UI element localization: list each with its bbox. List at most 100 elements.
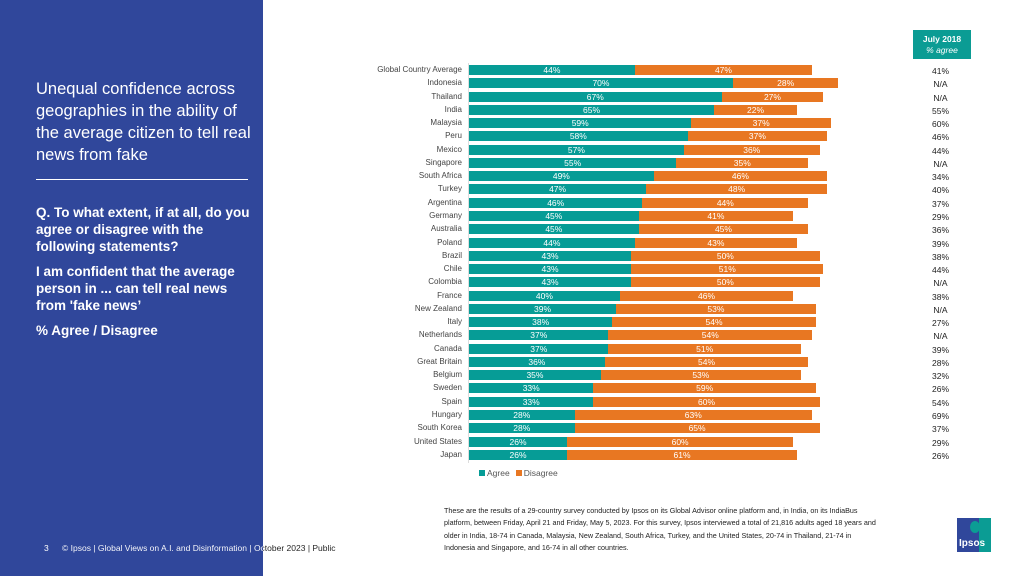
disagree-bar <box>653 171 828 182</box>
july-2018-value: 54% <box>931 397 949 408</box>
disagree-value-label: 41% <box>707 210 725 221</box>
agree-bar <box>469 370 601 381</box>
agree-bar <box>469 356 605 367</box>
agree-value-label: 49% <box>552 171 570 182</box>
agree-value-label: 28% <box>513 423 531 434</box>
category-label: Turkey <box>437 184 462 194</box>
measure-text: % Agree / Disagree <box>36 323 158 338</box>
disagree-bar <box>638 224 809 235</box>
disagree-value-label: 53% <box>692 370 710 381</box>
agree-value-label: 65% <box>583 104 601 115</box>
agree-value-label: 35% <box>526 370 544 381</box>
category-label: Germany <box>429 210 462 220</box>
july-2018-value: 27% <box>931 318 949 329</box>
agree-value-label: 37% <box>530 343 548 354</box>
disagree-value-label: 22% <box>747 104 765 115</box>
disagree-bar <box>714 104 797 115</box>
category-label: Chile <box>443 264 462 274</box>
agree-bar <box>469 343 609 354</box>
disagree-value-label: 47% <box>714 65 732 75</box>
disagree-bar <box>631 264 824 275</box>
agree-value-label: 43% <box>541 250 559 261</box>
disagree-bar <box>691 118 831 129</box>
agree-bar <box>469 184 647 195</box>
question-block: Q. To what extent, if at all, do you agr… <box>36 204 256 347</box>
category-label: South Africa <box>418 171 462 181</box>
agree-bar <box>469 91 722 102</box>
disagree-bar <box>687 131 828 142</box>
logo-text: Ipsos <box>959 538 986 549</box>
july-2018-value: 28% <box>931 357 949 368</box>
chart-legend: Agree Disagree <box>479 468 558 478</box>
agree-value-label: 44% <box>543 65 561 75</box>
category-label: Poland <box>437 237 462 247</box>
agree-bar <box>469 264 632 275</box>
disagree-bar <box>721 91 824 102</box>
agree-value-label: 47% <box>549 184 567 195</box>
disagree-bar <box>631 277 820 288</box>
disagree-bar <box>619 290 794 301</box>
disagree-bar <box>604 356 809 367</box>
july-2018-value: 34% <box>931 172 949 183</box>
july-2018-value: 29% <box>931 211 949 222</box>
sidebar-panel: Unequal confidence across geographies in… <box>0 0 263 576</box>
july-2018-value: 36% <box>931 225 949 236</box>
july-2018-value: N/A <box>933 278 948 289</box>
agree-bar <box>469 157 677 168</box>
agree-value-label: 44% <box>543 237 561 248</box>
category-label: Belgium <box>433 370 462 380</box>
category-label: Great Britain <box>417 356 462 366</box>
disagree-bar <box>608 343 801 354</box>
disagree-bar <box>683 144 820 155</box>
agree-value-label: 45% <box>545 210 563 221</box>
disagree-bar <box>574 423 820 434</box>
july-2018-value: 41% <box>931 66 949 76</box>
disagree-bar <box>616 303 816 314</box>
chart-axis <box>468 63 469 463</box>
july-2018-value: 46% <box>931 132 949 143</box>
agree-value-label: 59% <box>571 118 589 129</box>
july-2018-value: 55% <box>931 105 949 116</box>
category-label: Canada <box>433 343 462 353</box>
agree-value-label: 36% <box>528 356 546 367</box>
disagree-value-label: 37% <box>752 118 770 129</box>
agree-value-label: 45% <box>545 224 563 235</box>
disagree-bar <box>638 210 794 221</box>
agree-bar <box>469 171 654 182</box>
july-2018-value: 40% <box>931 185 949 196</box>
disagree-value-label: 46% <box>731 171 749 182</box>
disagree-value-label: 36% <box>743 144 761 155</box>
agree-bar <box>469 250 632 261</box>
agree-bar <box>469 78 733 89</box>
divider <box>36 179 248 180</box>
agree-bar <box>469 396 594 407</box>
july-2018-value: N/A <box>933 79 948 90</box>
july-2018-value: 44% <box>931 145 949 156</box>
agree-value-label: 28% <box>513 410 531 421</box>
july-2018-value: 69% <box>931 411 949 422</box>
july-2018-value: 37% <box>931 424 949 435</box>
agree-value-label: 33% <box>522 383 540 394</box>
category-label: Colombia <box>428 277 462 287</box>
agree-bar <box>469 423 575 434</box>
statement-text: I am confident that the average person i… <box>36 264 235 313</box>
disagree-bar <box>567 436 794 447</box>
july-2018-value: 32% <box>931 371 949 382</box>
ipsos-logo: Ipsos <box>957 518 991 552</box>
category-label: New Zealand <box>414 303 462 313</box>
disagree-value-label: 45% <box>714 224 732 235</box>
disagree-value-label: 46% <box>697 290 715 301</box>
disagree-value-label: 54% <box>705 317 723 328</box>
agree-value-label: 26% <box>509 436 527 447</box>
agree-bar <box>469 330 609 341</box>
agree-bar <box>469 104 715 115</box>
disagree-bar <box>612 317 816 328</box>
disagree-bar <box>732 78 839 89</box>
agree-bar <box>469 410 575 421</box>
disagree-value-label: 51% <box>696 343 714 354</box>
july-2018-value: N/A <box>933 331 948 342</box>
july-2018-value: 39% <box>931 238 949 249</box>
disagree-value-label: 65% <box>688 423 706 434</box>
agree-bar <box>469 210 639 221</box>
july-2018-value: 29% <box>931 437 949 448</box>
